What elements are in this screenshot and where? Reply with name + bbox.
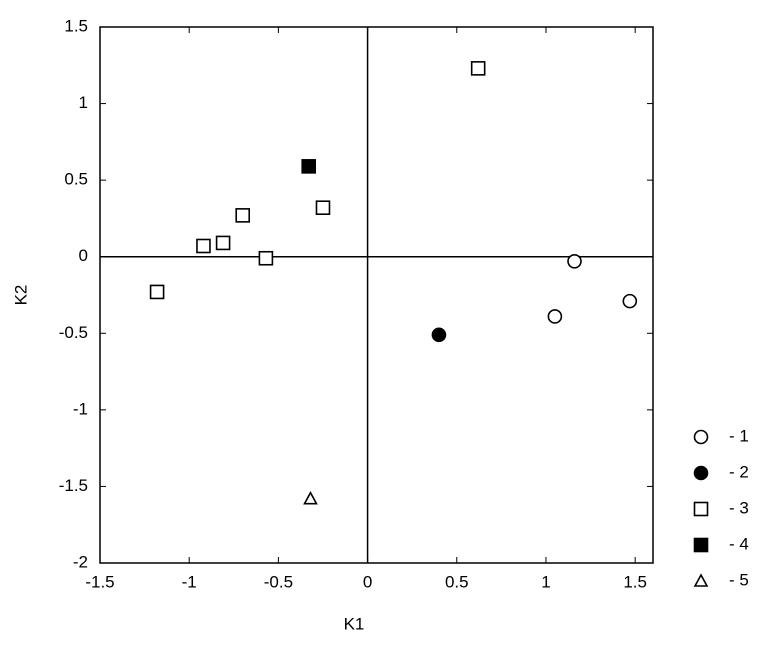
marker	[693, 501, 709, 517]
marker	[303, 491, 318, 505]
x-tick-label: 1.5	[623, 572, 647, 591]
marker	[567, 254, 582, 269]
x-tick-label: 0	[363, 572, 372, 591]
y-tick-label: -1	[73, 399, 88, 418]
marker	[196, 238, 211, 254]
legend-label: - 3	[729, 498, 749, 517]
marker	[235, 208, 251, 223]
marker	[470, 61, 486, 76]
y-tick-label: -0.5	[59, 323, 88, 342]
marker	[693, 429, 709, 445]
y-tick-label: 0.5	[64, 170, 88, 189]
y-tick-label: -2	[73, 552, 88, 571]
marker	[693, 573, 709, 587]
marker	[693, 537, 709, 553]
marker	[547, 309, 563, 324]
marker	[258, 250, 274, 266]
x-tick-label: -1	[182, 572, 197, 591]
marker	[301, 159, 317, 174]
legend-label: - 2	[729, 462, 749, 481]
y-tick-label: -1.5	[59, 476, 88, 495]
marker	[622, 293, 638, 309]
marker	[315, 200, 331, 216]
y-tick-label: 0	[79, 246, 88, 265]
x-axis-label: K1	[344, 614, 365, 633]
marker	[215, 235, 231, 251]
x-tick-label: -0.5	[264, 572, 293, 591]
marker	[693, 465, 709, 481]
x-tick-label: 1	[541, 572, 550, 591]
y-tick-label: 1.5	[64, 16, 88, 35]
legend-label: - 5	[729, 570, 749, 589]
y-axis-label: K2	[11, 285, 30, 306]
x-tick-label: -1.5	[85, 572, 114, 591]
legend-label: - 1	[729, 426, 749, 445]
y-tick-label: 1	[79, 93, 88, 112]
marker	[149, 284, 165, 300]
x-tick-label: 0.5	[445, 572, 469, 591]
marker	[431, 327, 447, 343]
plot-frame	[99, 26, 654, 564]
legend-label: - 4	[729, 534, 749, 553]
